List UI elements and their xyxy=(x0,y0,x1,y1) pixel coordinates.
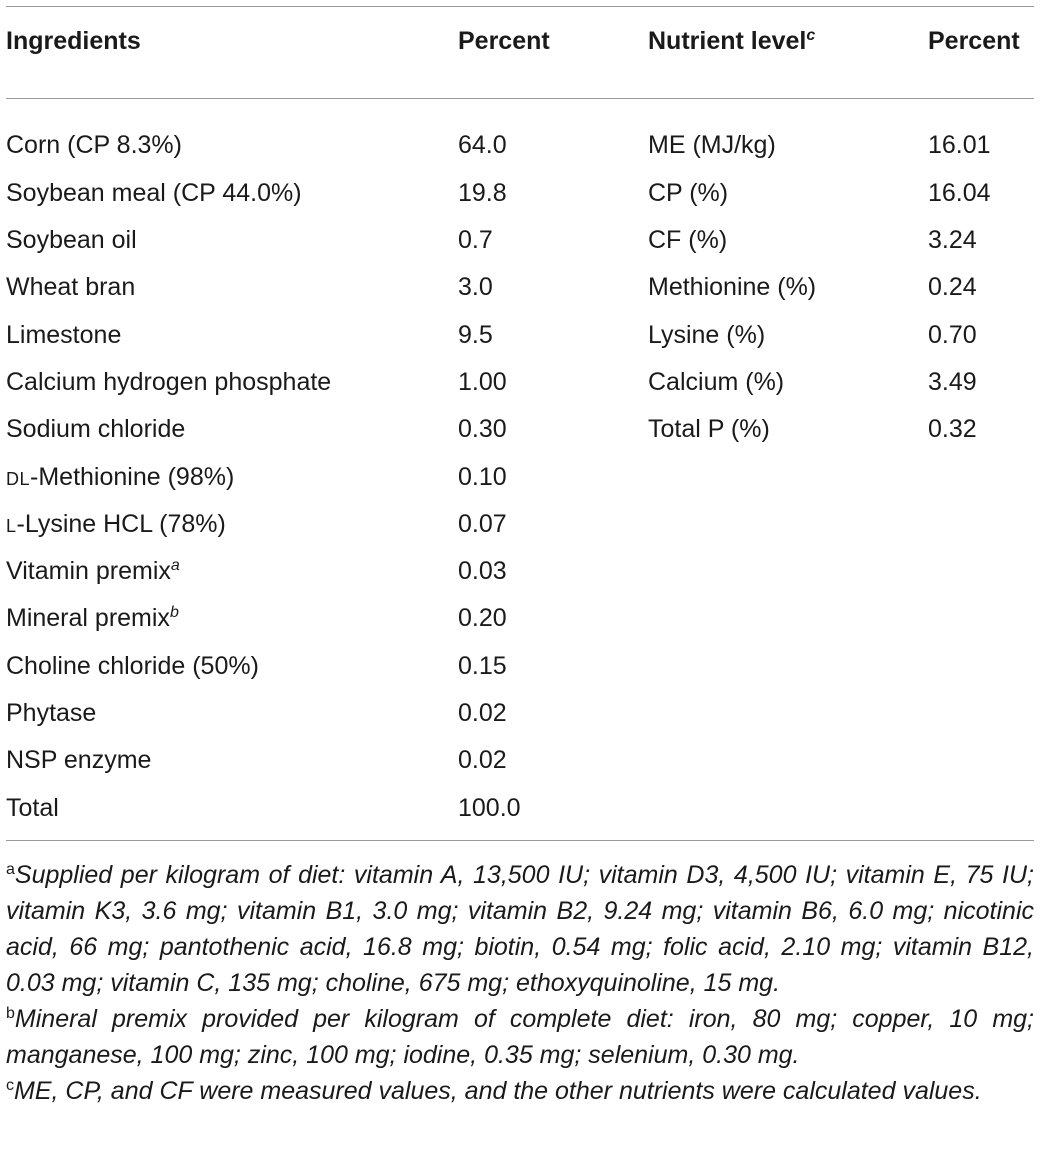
table-row: DL-Methionine (98%) 0.10 xyxy=(6,453,1034,500)
table-row: Vitamin premixa 0.03 xyxy=(6,548,1034,595)
ingredient-name: Calcium hydrogen phosphate xyxy=(6,367,332,396)
ingredient-name: Soybean meal (CP 44.0%) xyxy=(6,178,302,207)
footnotes: aSupplied per kilogram of diet: vitamin … xyxy=(6,857,1034,1109)
ingredient-name: Corn (CP 8.3%) xyxy=(6,131,182,160)
stereo-prefix-l: L xyxy=(6,515,17,536)
diet-composition-table: Ingredients Percent Nutrient levelc Perc… xyxy=(6,7,1034,832)
header-rule xyxy=(6,98,1034,100)
footnote-a-mark: a xyxy=(6,860,15,878)
table-row: Wheat bran 3.0 Methionine (%) 0.24 xyxy=(6,264,1034,311)
table-row: Choline chloride (50%) 0.15 xyxy=(6,643,1034,690)
table-row: Calcium hydrogen phosphate 1.00 Calcium … xyxy=(6,359,1034,406)
footnote-c: cME, CP, and CF were measured values, an… xyxy=(6,1073,1034,1109)
nutrient-percent: 16.01 xyxy=(928,131,991,160)
table-row: Total 100.0 xyxy=(6,784,1034,831)
table-row: Corn (CP 8.3%) 64.0 ME (MJ/kg) 16.01 xyxy=(6,122,1034,169)
ingredient-percent: 0.07 xyxy=(458,509,507,538)
footnote-c-text: ME, CP, and CF were measured values, and… xyxy=(14,1076,982,1105)
table-row: Soybean meal (CP 44.0%) 19.8 CP (%) 16.0… xyxy=(6,170,1034,217)
nutrient-name: Total P (%) xyxy=(648,415,770,444)
footnote-a: aSupplied per kilogram of diet: vitamin … xyxy=(6,857,1034,1001)
footnote-mark-a: a xyxy=(170,557,180,575)
footnote-c-mark: c xyxy=(6,1076,14,1094)
header-ingredients: Ingredients xyxy=(6,26,141,55)
ingredient-name-rest: -Methionine (98%) xyxy=(30,462,235,491)
ingredient-name: Total xyxy=(6,793,59,822)
ingredient-percent: 1.00 xyxy=(458,367,507,396)
ingredient-percent: 0.02 xyxy=(458,699,507,727)
ingredient-name: Soybean oil xyxy=(6,226,137,255)
ingredient-name-text: Vitamin premix xyxy=(6,557,171,586)
footnote-b-text: Mineral premix provided per kilogram of … xyxy=(6,1004,1034,1069)
nutrient-percent: 0.70 xyxy=(928,320,977,349)
ingredient-name-text: Mineral premix xyxy=(6,604,170,633)
nutrient-name: Calcium (%) xyxy=(648,367,785,396)
header-row: Ingredients Percent Nutrient levelc Perc… xyxy=(6,7,1034,75)
nutrient-name: CP (%) xyxy=(648,178,729,207)
header-percent-2: Percent xyxy=(928,26,1020,55)
stereo-prefix-dl: DL xyxy=(6,468,31,489)
table-row: L-Lysine HCL (78%) 0.07 xyxy=(6,501,1034,548)
header-percent-1: Percent xyxy=(458,26,550,55)
header-nutrient-level-label: Nutrient level xyxy=(648,26,807,55)
ingredient-percent: 64.0 xyxy=(458,131,507,160)
table-row: NSP enzyme 0.02 xyxy=(6,737,1034,784)
header-nutrient-level: Nutrient levelc xyxy=(648,7,928,75)
nutrient-percent: 0.24 xyxy=(928,273,977,302)
ingredient-name: DL-Methionine (98%) xyxy=(6,453,458,500)
ingredient-percent: 0.03 xyxy=(458,557,507,586)
ingredient-percent: 0.7 xyxy=(458,226,493,255)
nutrient-name: Methionine (%) xyxy=(648,273,817,302)
ingredient-percent: 0.10 xyxy=(458,462,507,491)
ingredient-name: Wheat bran xyxy=(6,273,136,302)
nutrient-percent: 3.24 xyxy=(928,226,977,255)
footnote-mark-c: c xyxy=(806,26,816,44)
footnote-b: bMineral premix provided per kilogram of… xyxy=(6,1001,1034,1073)
nutrient-name: Lysine (%) xyxy=(648,320,766,349)
nutrient-percent: 0.32 xyxy=(928,415,977,444)
nutrient-percent: 3.49 xyxy=(928,367,977,396)
table-row: Phytase 0.02 xyxy=(6,690,1034,737)
nutrient-percent: 16.04 xyxy=(928,178,991,207)
ingredient-percent: 19.8 xyxy=(458,178,507,207)
ingredient-name: L-Lysine HCL (78%) xyxy=(6,501,458,548)
top-rule xyxy=(6,6,1034,7)
ingredient-name: NSP enzyme xyxy=(6,746,152,775)
footnote-b-mark: b xyxy=(6,1004,15,1022)
nutrient-name: ME (MJ/kg) xyxy=(648,131,776,160)
footnote-a-text: Supplied per kilogram of diet: vitamin A… xyxy=(6,860,1034,997)
footnote-mark-b: b xyxy=(169,604,179,622)
table-row: Sodium chloride 0.30 Total P (%) 0.32 xyxy=(6,406,1034,453)
ingredient-name: Mineral premixb xyxy=(6,595,458,642)
ingredient-name-rest: -Lysine HCL (78%) xyxy=(16,509,226,538)
ingredient-percent: 9.5 xyxy=(458,320,493,349)
table-row: Soybean oil 0.7 CF (%) 3.24 xyxy=(6,217,1034,264)
ingredient-percent: 100.0 xyxy=(458,793,521,822)
nutrient-name: CF (%) xyxy=(648,226,728,255)
ingredient-percent: 0.20 xyxy=(458,604,507,633)
ingredient-name: Limestone xyxy=(6,320,122,349)
table-row: Mineral premixb 0.20 xyxy=(6,595,1034,642)
ingredient-name: Choline chloride (50%) xyxy=(6,651,259,680)
ingredient-name: Sodium chloride xyxy=(6,415,186,444)
ingredient-name: Phytase xyxy=(6,699,97,727)
ingredient-percent: 0.02 xyxy=(458,746,507,775)
ingredient-name: Vitamin premixa xyxy=(6,548,458,595)
table-row: Limestone 9.5 Lysine (%) 0.70 xyxy=(6,311,1034,358)
ingredient-percent: 3.0 xyxy=(458,273,493,302)
bottom-rule xyxy=(6,839,1034,841)
ingredient-percent: 0.30 xyxy=(458,415,507,444)
ingredient-percent: 0.15 xyxy=(458,651,507,680)
